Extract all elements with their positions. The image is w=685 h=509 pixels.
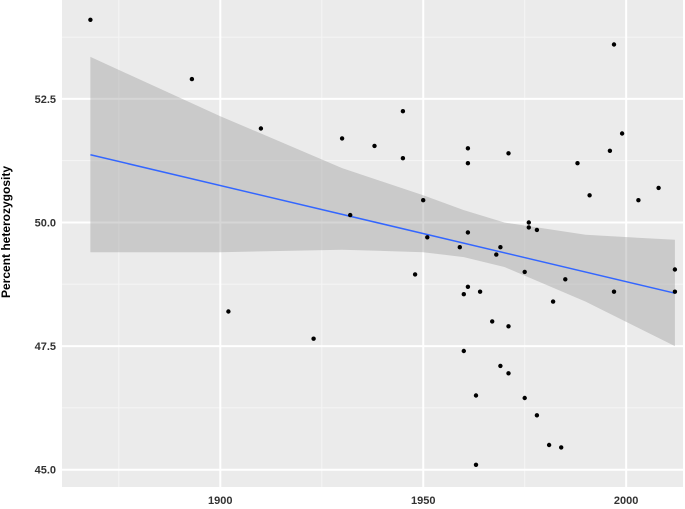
data-point	[339, 136, 345, 141]
grid-minor	[62, 0, 683, 487]
data-point	[226, 309, 231, 314]
y-axis-ticks: 45.0 47.5 50.0 52.5	[35, 94, 56, 477]
data-point	[189, 76, 195, 82]
y-tick-label: 50.0	[35, 217, 56, 229]
data-point	[457, 245, 462, 250]
data-point	[563, 277, 568, 282]
data-point	[490, 319, 495, 324]
data-point	[400, 156, 406, 161]
x-tick-label: 2000	[614, 495, 638, 507]
data-point	[611, 42, 617, 47]
data-point	[611, 289, 617, 294]
data-point	[473, 462, 479, 467]
data-point	[526, 225, 531, 230]
data-point	[546, 442, 552, 448]
data-point	[473, 393, 479, 398]
data-point	[498, 363, 503, 369]
data-point	[477, 289, 483, 294]
y-axis-title: Percent heterozygosity	[0, 166, 13, 298]
data-point	[534, 413, 540, 418]
x-axis-ticks: 1900 1950 2000	[208, 495, 638, 507]
data-point	[506, 371, 511, 376]
y-tick-label: 47.5	[35, 341, 56, 353]
data-point	[348, 212, 353, 218]
data-point	[607, 148, 613, 153]
data-point	[619, 131, 625, 136]
data-point	[506, 151, 511, 156]
x-tick-label: 1950	[411, 495, 435, 507]
x-tick-label: 1900	[208, 495, 232, 507]
data-point	[636, 198, 641, 203]
data-point	[372, 143, 377, 149]
data-point	[672, 267, 678, 272]
grid-major	[62, 0, 683, 487]
trend-line	[90, 154, 676, 294]
confidence-band	[90, 56, 675, 347]
data-point	[656, 185, 661, 191]
data-point	[587, 193, 592, 198]
data-point	[425, 235, 430, 240]
y-tick-label: 52.5	[35, 94, 56, 106]
data-point	[88, 17, 93, 22]
data-point	[421, 198, 426, 203]
data-point	[465, 146, 471, 151]
data-point	[258, 126, 264, 131]
data-point	[575, 161, 580, 166]
data-point	[672, 289, 678, 294]
y-tick-label: 45.0	[35, 465, 56, 477]
data-point	[465, 284, 471, 289]
data-points	[88, 17, 678, 467]
data-point	[506, 324, 511, 329]
plot-panel	[62, 0, 683, 487]
data-point	[461, 348, 466, 354]
data-point	[559, 445, 564, 450]
data-point	[522, 269, 527, 275]
data-point	[412, 272, 418, 277]
data-point	[550, 299, 556, 304]
data-point	[400, 109, 406, 114]
data-point	[311, 336, 316, 341]
data-point	[465, 230, 471, 235]
data-point	[494, 252, 499, 257]
data-point	[534, 227, 540, 233]
data-point	[526, 220, 531, 225]
data-point	[461, 292, 466, 297]
data-point	[498, 245, 503, 250]
data-point	[522, 395, 527, 401]
data-point	[465, 161, 471, 166]
